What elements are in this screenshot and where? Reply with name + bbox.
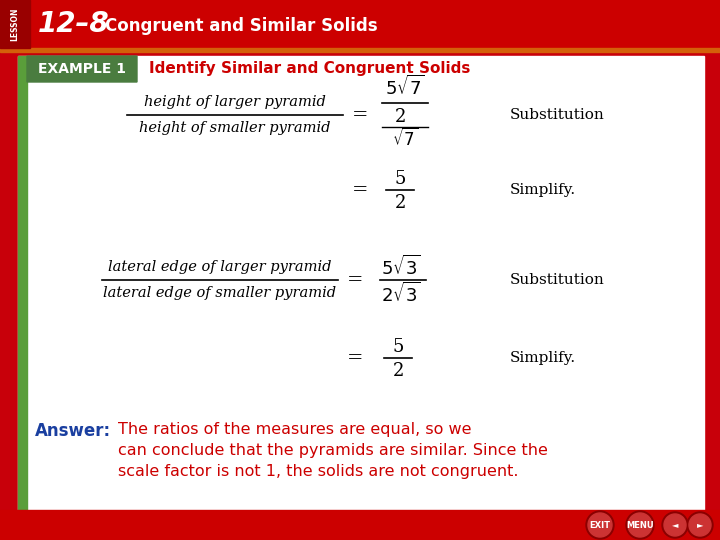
Text: 2: 2	[395, 108, 405, 126]
Text: =: =	[347, 271, 364, 289]
Text: height of smaller pyramid: height of smaller pyramid	[139, 121, 330, 135]
Text: ◄: ◄	[672, 521, 678, 530]
Text: EXIT: EXIT	[590, 521, 611, 530]
Text: 2: 2	[392, 362, 404, 380]
Text: Substitution: Substitution	[510, 108, 605, 122]
Text: =: =	[347, 349, 364, 367]
Bar	[18, 56, 27, 518]
Text: MENU: MENU	[626, 521, 654, 530]
Text: EXAMPLE 1: EXAMPLE 1	[38, 62, 126, 76]
Circle shape	[586, 511, 614, 539]
Text: $5\sqrt{7}$: $5\sqrt{7}$	[385, 75, 425, 99]
Text: height of larger pyramid: height of larger pyramid	[144, 95, 326, 109]
Text: lateral edge of smaller pyramid: lateral edge of smaller pyramid	[104, 286, 336, 300]
Text: Substitution: Substitution	[510, 273, 605, 287]
Text: $2\sqrt{3}$: $2\sqrt{3}$	[381, 282, 421, 306]
Circle shape	[664, 514, 686, 536]
Text: Identify Similar and Congruent Solids: Identify Similar and Congruent Solids	[149, 62, 470, 77]
Text: 5: 5	[395, 170, 405, 188]
Circle shape	[687, 512, 713, 538]
Text: LESSON: LESSON	[11, 7, 19, 40]
Circle shape	[588, 513, 612, 537]
Bar	[0, 0, 30, 48]
Text: $\sqrt{7}$: $\sqrt{7}$	[392, 128, 418, 150]
Text: =: =	[352, 106, 368, 124]
Circle shape	[662, 512, 688, 538]
Text: Simplify.: Simplify.	[510, 351, 576, 365]
Circle shape	[689, 514, 711, 536]
Text: =: =	[352, 181, 368, 199]
Text: ►: ►	[697, 521, 703, 530]
FancyBboxPatch shape	[27, 56, 137, 82]
Bar	[18, 56, 704, 518]
Bar	[0, 0, 720, 48]
Text: $5\sqrt{3}$: $5\sqrt{3}$	[381, 255, 421, 279]
Text: 5: 5	[392, 338, 404, 356]
Text: The ratios of the measures are equal, so we
can conclude that the pyramids are s: The ratios of the measures are equal, so…	[118, 422, 548, 479]
Bar	[0, 510, 720, 540]
Text: Congruent and Similar Solids: Congruent and Similar Solids	[105, 17, 377, 35]
Text: Answer:: Answer:	[35, 422, 111, 440]
Text: 12–8: 12–8	[38, 10, 109, 38]
Text: Simplify.: Simplify.	[510, 183, 576, 197]
Text: lateral edge of larger pyramid: lateral edge of larger pyramid	[108, 260, 332, 274]
Bar	[0, 48, 720, 52]
Text: 2: 2	[395, 194, 405, 212]
Circle shape	[626, 511, 654, 539]
Circle shape	[628, 513, 652, 537]
